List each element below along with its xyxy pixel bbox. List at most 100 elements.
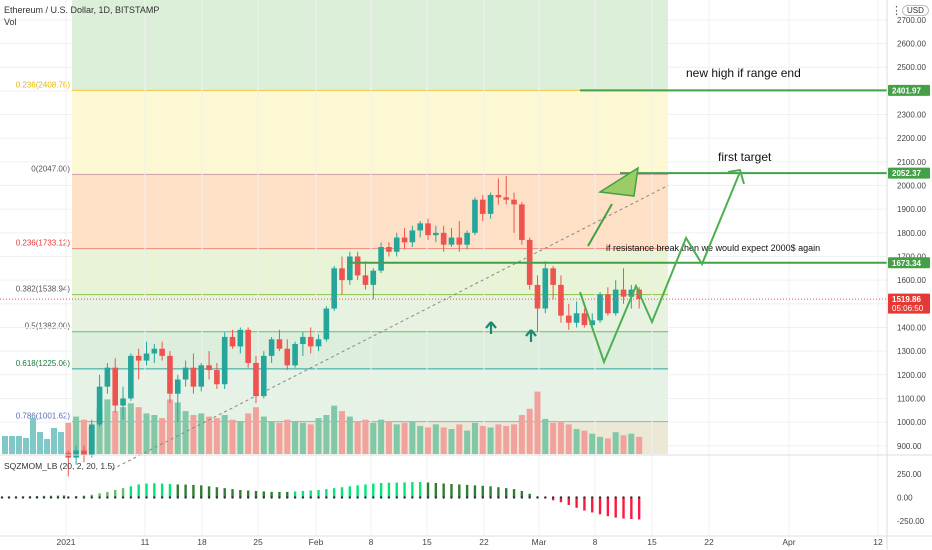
volume-bar: [393, 424, 400, 454]
volume-bar: [378, 419, 385, 454]
momentum-dot: [184, 496, 187, 499]
momentum-dot: [192, 496, 195, 499]
fib-label: 0.236(2408.76): [16, 80, 71, 89]
momentum-dot: [528, 496, 531, 499]
momentum-dot: [465, 496, 469, 499]
volume-bar: [542, 418, 549, 454]
candle: [339, 268, 345, 281]
momentum-dot: [372, 496, 375, 499]
momentum-dot: [536, 496, 539, 499]
candle: [96, 386, 103, 425]
time-axis-label: 12: [873, 537, 883, 547]
candle: [573, 313, 580, 323]
volume-bar: [346, 416, 353, 454]
volume-bar: [440, 427, 447, 454]
volume-bar: [487, 427, 494, 454]
time-axis-label: Mar: [532, 537, 547, 547]
fib-zone-1: [72, 90, 668, 175]
momentum-dot: [21, 496, 25, 499]
price-tag-text: 1519.86: [892, 295, 921, 304]
volume-bar: [362, 419, 369, 454]
candle: [214, 370, 220, 385]
momentum-dot: [0, 496, 4, 499]
candle: [362, 275, 369, 285]
time-axis-label: 18: [197, 537, 207, 547]
momentum-dot: [200, 496, 203, 499]
momentum-dot: [630, 496, 633, 499]
momentum-dot: [473, 496, 477, 499]
candle: [495, 194, 502, 198]
candle: [354, 256, 361, 276]
volume-bar: [51, 428, 57, 454]
volume-bar: [276, 422, 283, 454]
price-tag-text: 1673.34: [892, 259, 921, 268]
volume-bar: [409, 421, 416, 454]
momentum-dot: [114, 496, 117, 499]
momentum-dot: [42, 496, 46, 499]
fib-label: 0.618(1225.06): [16, 359, 71, 368]
time-axis-label: 8: [369, 537, 374, 547]
volume-bar: [120, 407, 127, 454]
candle: [628, 289, 635, 297]
momentum-dot: [160, 496, 164, 499]
momentum-dot: [121, 496, 125, 499]
price-axis-label: 1600.00: [897, 276, 926, 285]
fib-label: 0(2047.00): [31, 164, 70, 173]
candle: [292, 344, 298, 366]
price-axis-label: 1100.00: [897, 394, 926, 403]
candle: [159, 348, 165, 356]
momentum-dot: [317, 496, 320, 499]
momentum-dot: [270, 496, 273, 499]
volume-bar: [471, 422, 478, 454]
candle: [386, 247, 392, 252]
price-tag: [888, 293, 930, 314]
candle: [565, 315, 572, 323]
volume-bar: [589, 433, 596, 454]
volume-bar: [44, 439, 50, 454]
candle: [448, 237, 455, 245]
candle: [401, 237, 408, 243]
momentum-dot: [544, 496, 547, 499]
momentum-dot: [215, 496, 219, 499]
momentum-dot: [512, 496, 516, 499]
momentum-dot: [426, 496, 430, 499]
time-axis-label: 8: [593, 537, 598, 547]
fib-label: 0.5(1382.00): [25, 322, 71, 331]
trend-line: [111, 185, 669, 470]
price-axis-label: 1400.00: [897, 323, 926, 332]
momentum-dot: [364, 496, 367, 499]
volume-bar: [221, 415, 228, 454]
annotation-text: first target: [718, 150, 772, 164]
volume-bar: [159, 418, 166, 454]
price-tag: [888, 167, 930, 179]
momentum-dot: [223, 496, 226, 499]
momentum-dot: [458, 496, 461, 499]
volume-bar: [299, 422, 306, 454]
momentum-dot: [567, 496, 570, 499]
candle: [605, 294, 611, 314]
momentum-dot: [14, 496, 18, 499]
price-axis-label: 1300.00: [897, 347, 926, 356]
momentum-dot: [82, 496, 86, 499]
momentum-dot: [481, 496, 484, 499]
volume-bar: [166, 399, 173, 454]
menu-icon[interactable]: ⋮: [891, 5, 902, 17]
price-axis-label: 2200.00: [897, 134, 926, 143]
momentum-dot: [379, 496, 383, 499]
fib-label: 0.382(1538.94): [16, 285, 71, 294]
price-tag-text: 2052.37: [892, 169, 921, 178]
candle: [206, 365, 212, 371]
momentum-dot: [293, 496, 297, 499]
fib-zone-2: [72, 174, 668, 249]
projection-arrow-head: [597, 166, 639, 197]
volume-bar: [526, 408, 533, 454]
volume-bar: [245, 413, 252, 454]
candle: [487, 194, 494, 214]
volume-bar: [58, 432, 64, 454]
momentum-dot: [98, 496, 101, 499]
currency-button[interactable]: USD: [902, 5, 929, 16]
candle: [519, 204, 525, 240]
volume-bar: [23, 438, 29, 454]
fib-zone-0: [72, 0, 668, 91]
